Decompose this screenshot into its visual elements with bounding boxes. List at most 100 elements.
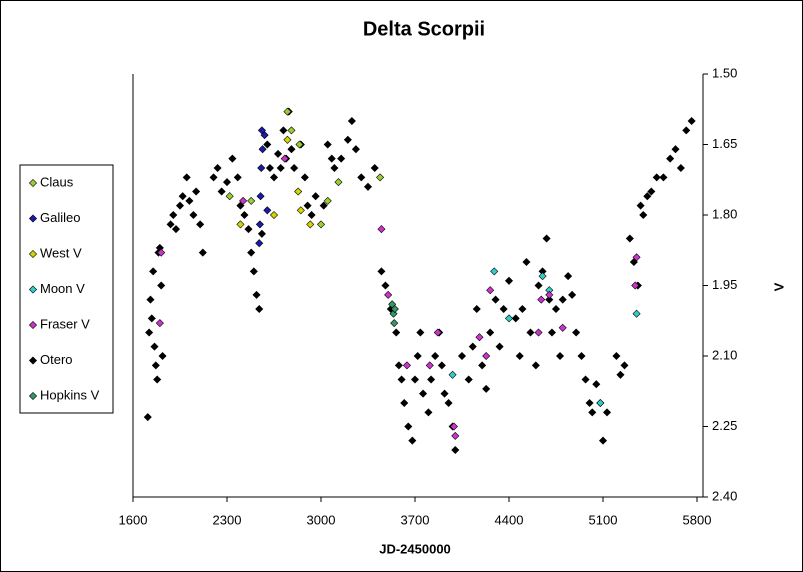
data-point: [588, 408, 597, 417]
data-point: [376, 173, 385, 182]
data-point: [564, 272, 573, 281]
data-point: [178, 192, 187, 201]
data-point: [444, 398, 453, 408]
data-point: [538, 272, 547, 281]
data-point: [290, 163, 299, 173]
data-point: [303, 201, 312, 210]
data-point: [225, 192, 234, 201]
data-point: [149, 267, 158, 276]
data-point: [283, 107, 292, 116]
data-point: [294, 187, 303, 196]
data-point: [196, 220, 205, 229]
legend-marker: [28, 214, 38, 223]
data-point: [647, 187, 656, 196]
data-point: [437, 361, 446, 370]
data-point: [256, 192, 265, 201]
data-point: [433, 328, 442, 337]
data-point: [158, 351, 167, 361]
data-point: [556, 351, 565, 361]
data-point: [410, 375, 420, 384]
legend-marker: [28, 178, 38, 188]
y-tick-label: 1.50: [712, 65, 737, 80]
data-point: [166, 220, 175, 229]
data-point: [307, 210, 316, 220]
y-axis-title: V: [771, 282, 786, 291]
data-point: [257, 163, 266, 173]
data-point: [581, 375, 590, 384]
data-point: [384, 290, 393, 299]
data-point: [478, 361, 487, 370]
legend-label: Fraser V: [40, 316, 90, 331]
y-tick-label: 1.95: [712, 277, 737, 292]
data-point: [545, 290, 554, 299]
data-point: [280, 154, 289, 163]
data-point: [153, 375, 162, 384]
data-point: [534, 328, 543, 337]
y-tick-label: 2.10: [712, 347, 737, 362]
data-point: [236, 220, 245, 229]
data-point: [526, 328, 535, 337]
data-point: [363, 182, 373, 191]
data-point: [464, 375, 473, 384]
data-point: [274, 149, 283, 158]
data-point: [300, 173, 309, 182]
data-point: [233, 173, 242, 182]
x-tick-label: 4400: [495, 512, 524, 527]
data-point: [427, 375, 436, 384]
data-point: [486, 286, 495, 295]
data-point: [150, 342, 159, 351]
data-point: [146, 295, 155, 304]
data-point: [603, 408, 612, 417]
x-tick-label: 5100: [589, 512, 618, 527]
data-point: [249, 267, 258, 276]
data-point: [449, 422, 458, 431]
data-point: [537, 295, 546, 304]
data-point: [157, 248, 166, 257]
data-point: [255, 220, 264, 229]
data-point: [316, 220, 326, 229]
data-point: [323, 196, 332, 205]
data-point: [343, 135, 352, 144]
data-point: [486, 328, 495, 337]
data-point: [585, 398, 594, 408]
data-point: [357, 173, 366, 182]
data-point: [209, 173, 218, 182]
data-point: [276, 163, 285, 173]
x-tick-label: 3000: [307, 512, 336, 527]
data-point: [416, 328, 425, 337]
data-point: [182, 173, 191, 182]
data-point: [598, 436, 608, 445]
y-tick-label: 2.25: [712, 418, 737, 433]
data-point: [577, 351, 586, 361]
data-point: [639, 210, 648, 220]
data-point: [431, 351, 440, 361]
chart-title: Delta Scorpii: [363, 18, 485, 40]
data-point: [337, 154, 346, 163]
data-point: [377, 225, 386, 234]
data-point: [351, 145, 360, 154]
data-point: [296, 206, 305, 215]
data-point: [370, 163, 379, 173]
data-point: [283, 135, 292, 144]
data-point: [547, 328, 556, 337]
data-point: [551, 304, 561, 314]
data-point: [408, 436, 417, 445]
legend-label: Moon V: [40, 281, 85, 296]
data-point: [475, 333, 484, 342]
data-point: [652, 173, 661, 182]
data-point: [676, 163, 685, 173]
data-point: [319, 201, 328, 210]
data-point: [568, 290, 577, 299]
y-tick-label: 1.80: [712, 206, 737, 221]
legend-marker: [28, 249, 38, 259]
x-tick-label: 2300: [213, 512, 242, 527]
data-point: [425, 361, 434, 370]
data-point: [155, 319, 164, 328]
data-point: [171, 225, 180, 234]
data-point: [255, 239, 264, 248]
data-point: [451, 431, 460, 440]
data-point: [631, 281, 640, 290]
data-point: [390, 319, 399, 328]
data-point: [244, 225, 253, 234]
